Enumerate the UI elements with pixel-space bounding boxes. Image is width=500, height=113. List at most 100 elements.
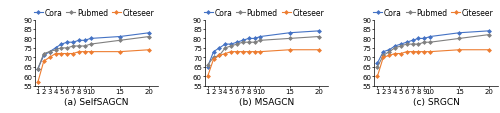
Cora (70, 42, 76, 44)
Line: Pubmed: Pubmed (206, 35, 320, 67)
Pubmed (416, 44, 422, 45)
Pubmed (70, 46, 76, 47)
Cora (410, 40, 416, 42)
Citeseer (210, 59, 216, 60)
Cora (456, 33, 462, 34)
Citeseer (404, 52, 409, 53)
Pubmed (486, 35, 492, 36)
Citeseer (286, 50, 292, 51)
Cora (404, 42, 409, 44)
Cora (252, 38, 258, 40)
Pubmed (246, 42, 252, 44)
Legend: Cora, Pubmed, Citeseer: Cora, Pubmed, Citeseer (204, 9, 324, 18)
Cora (240, 40, 246, 42)
Cora (392, 46, 398, 47)
Pubmed (216, 55, 222, 57)
Cora (422, 38, 428, 40)
Citeseer (64, 53, 70, 55)
Cora (146, 33, 152, 34)
Cora (35, 68, 41, 70)
Cora (380, 52, 386, 53)
Pubmed (386, 52, 392, 53)
Citeseer (240, 52, 246, 53)
Pubmed (228, 46, 234, 47)
Citeseer (222, 53, 228, 55)
X-axis label: (b) MSAGCN: (b) MSAGCN (238, 97, 294, 106)
Pubmed (76, 46, 82, 47)
Pubmed (380, 55, 386, 57)
Cora (228, 44, 234, 45)
Citeseer (146, 50, 152, 51)
Pubmed (41, 53, 47, 55)
Citeseer (46, 57, 52, 58)
Citeseer (416, 52, 422, 53)
Cora (76, 40, 82, 42)
Cora (316, 31, 322, 32)
Pubmed (35, 68, 41, 70)
Cora (222, 44, 228, 45)
Pubmed (52, 50, 59, 51)
Citeseer (117, 52, 123, 53)
Cora (58, 44, 64, 45)
Line: Pubmed: Pubmed (36, 35, 151, 71)
Pubmed (410, 44, 416, 45)
Cora (427, 36, 433, 38)
Cora (416, 38, 422, 40)
Cora (82, 40, 88, 42)
Pubmed (117, 40, 123, 42)
Citeseer (380, 57, 386, 58)
X-axis label: (c) SRGCN: (c) SRGCN (412, 97, 460, 106)
Pubmed (456, 38, 462, 40)
Cora (216, 48, 222, 49)
Citeseer (456, 50, 462, 51)
Cora (286, 33, 292, 34)
Cora (64, 42, 70, 44)
Citeseer (316, 50, 322, 51)
Pubmed (427, 42, 433, 44)
Citeseer (246, 52, 252, 53)
Pubmed (258, 40, 264, 42)
Cora (258, 36, 264, 38)
Cora (398, 44, 404, 45)
Citeseer (52, 53, 59, 55)
Line: Cora: Cora (36, 32, 151, 71)
Citeseer (422, 52, 428, 53)
Cora (41, 55, 47, 57)
Citeseer (82, 52, 88, 53)
Pubmed (404, 44, 409, 45)
Line: Citeseer: Citeseer (206, 49, 320, 78)
Citeseer (392, 53, 398, 55)
Pubmed (210, 57, 216, 58)
Pubmed (46, 52, 52, 53)
Pubmed (398, 46, 404, 47)
Citeseer (204, 76, 210, 77)
Pubmed (286, 38, 292, 40)
Citeseer (70, 53, 76, 55)
Cora (52, 48, 59, 49)
Citeseer (427, 52, 433, 53)
Line: Cora: Cora (206, 30, 320, 69)
Citeseer (58, 53, 64, 55)
Cora (204, 66, 210, 68)
Cora (246, 38, 252, 40)
Pubmed (392, 48, 398, 49)
Cora (210, 52, 216, 53)
Cora (374, 63, 380, 64)
Pubmed (240, 42, 246, 44)
Citeseer (486, 50, 492, 51)
Pubmed (58, 48, 64, 49)
Citeseer (258, 52, 264, 53)
Pubmed (204, 65, 210, 66)
Citeseer (41, 61, 47, 62)
Citeseer (374, 76, 380, 77)
Cora (88, 38, 94, 40)
Pubmed (222, 48, 228, 49)
Citeseer (35, 81, 41, 83)
Citeseer (228, 52, 234, 53)
Pubmed (374, 66, 380, 68)
Citeseer (398, 53, 404, 55)
Citeseer (252, 52, 258, 53)
Legend: Cora, Pubmed, Citeseer: Cora, Pubmed, Citeseer (34, 9, 154, 18)
Pubmed (422, 42, 428, 44)
Line: Cora: Cora (376, 30, 490, 65)
